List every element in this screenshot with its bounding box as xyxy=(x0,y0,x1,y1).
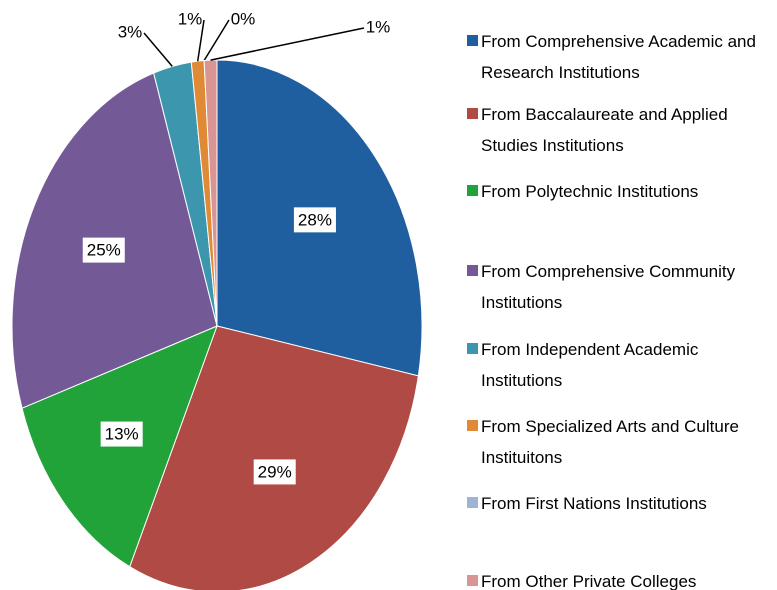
legend-label: From Independent Academic Institutions xyxy=(481,340,699,390)
legend-swatch xyxy=(467,185,478,196)
legend-entry: From Baccalaureate and Applied Studies I… xyxy=(467,99,767,161)
legend-entry: From Independent Academic Institutions xyxy=(467,334,767,396)
legend-entry: From Comprehensive Community Institution… xyxy=(467,256,767,318)
data-label: 29% xyxy=(258,462,292,481)
legend-swatch xyxy=(467,497,478,508)
data-label: 3% xyxy=(118,22,143,41)
data-label-box xyxy=(100,421,143,447)
legend-label: From Comprehensive Community Institution… xyxy=(481,262,736,312)
legend-swatch xyxy=(467,35,478,46)
legend-entry: From Other Private Colleges xyxy=(467,566,767,590)
legend-label: From Baccalaureate and Applied Studies I… xyxy=(481,105,728,155)
legend-label: From Other Private Colleges xyxy=(481,572,697,590)
leader-line xyxy=(210,27,365,61)
pie-slice xyxy=(129,325,419,590)
legend-swatch xyxy=(467,265,478,276)
leader-line xyxy=(143,32,173,67)
data-label: 1% xyxy=(366,17,391,36)
legend-label: From Polytechnic Institutions xyxy=(481,182,699,201)
legend-label: From First Nations Institutions xyxy=(481,494,707,513)
legend-label: From Specialized Arts and Culture Instit… xyxy=(481,417,739,467)
legend-entry: From Polytechnic Institutions xyxy=(467,176,767,207)
legend-label: From Comprehensive Academic and Research… xyxy=(481,32,756,82)
pie-chart: 28% 29% 13% 25% 3% 1% 0% 1% xyxy=(11,9,423,590)
data-label: 13% xyxy=(105,425,139,444)
legend-swatch xyxy=(467,108,478,119)
legend-entry: From Comprehensive Academic and Research… xyxy=(467,26,767,88)
data-label: 25% xyxy=(87,241,121,260)
legend-swatch xyxy=(467,420,478,431)
leader-line xyxy=(203,19,230,61)
legend-swatch xyxy=(467,343,478,354)
data-label-box xyxy=(82,237,125,263)
data-label-box xyxy=(253,459,296,485)
legend-swatch xyxy=(467,575,478,586)
legend-entry: From Specialized Arts and Culture Instit… xyxy=(467,411,767,473)
leader-line xyxy=(196,19,205,62)
data-label-box xyxy=(293,207,336,233)
data-label: 1% xyxy=(178,9,203,28)
data-label: 28% xyxy=(298,210,332,229)
data-label: 0% xyxy=(231,9,256,28)
legend-entry: From First Nations Institutions xyxy=(467,488,767,519)
